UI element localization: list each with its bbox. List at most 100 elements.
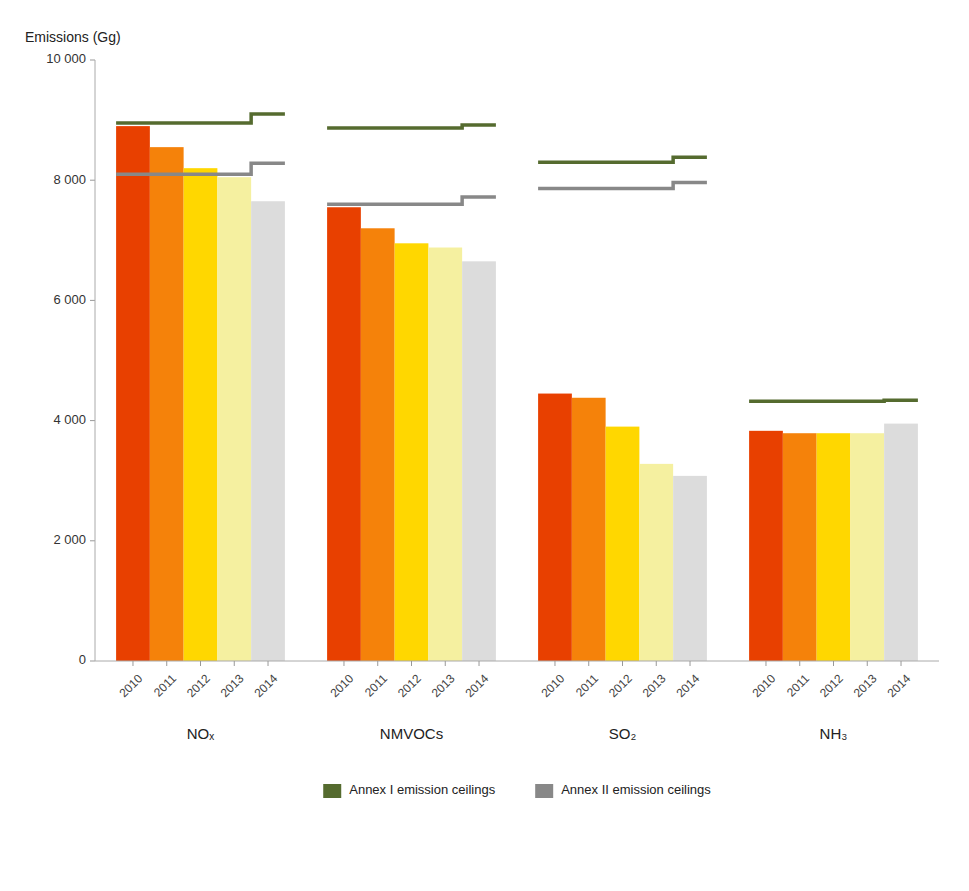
- x-tick-label: 2013: [429, 671, 458, 700]
- x-tick: [690, 661, 691, 666]
- x-tick: [411, 661, 412, 666]
- chart: 0 2 000 4 000 6 000 8 000 10 000 Emissions (Gg…: [0, 0, 969, 891]
- legend-swatch: [535, 784, 553, 798]
- ceiling-line: [116, 163, 285, 174]
- legend-item: Annex I emission ceilings: [323, 782, 495, 798]
- bar: [538, 394, 572, 661]
- ceiling-line: [749, 400, 918, 401]
- y-tick: [90, 300, 95, 301]
- bar: [749, 431, 783, 661]
- x-tick-label: 2010: [117, 671, 146, 700]
- bar: [639, 464, 673, 661]
- x-tick-label: 2014: [674, 671, 703, 700]
- y-axis-label: Emissions (Gg): [25, 29, 121, 45]
- group-label: NH₃: [820, 725, 848, 742]
- y-tick-label: 10 000: [46, 51, 86, 66]
- legend-label: Annex I emission ceilings: [349, 782, 495, 797]
- bar: [150, 147, 184, 661]
- x-tick: [622, 661, 623, 666]
- bar: [327, 207, 361, 661]
- x-tick: [132, 661, 133, 666]
- x-tick-label: 2012: [184, 671, 213, 700]
- bar: [251, 201, 285, 661]
- x-tick-label: 2013: [640, 671, 669, 700]
- legend-swatch: [323, 784, 341, 798]
- x-tick: [234, 661, 235, 666]
- x-tick-label: 2011: [151, 671, 179, 699]
- bar-series: [217, 177, 884, 661]
- x-tick: [656, 661, 657, 666]
- x-tick: [867, 661, 868, 666]
- x-tick-label: 2011: [784, 671, 812, 699]
- x-tick: [588, 661, 589, 666]
- x-tick: [445, 661, 446, 666]
- bar: [217, 177, 251, 661]
- x-tick: [833, 661, 834, 666]
- bar: [783, 433, 817, 661]
- y-tick: [90, 540, 95, 541]
- ceiling-series: [116, 163, 707, 204]
- x-axis-line: [95, 661, 939, 662]
- x-tick: [765, 661, 766, 666]
- x-tick: [377, 661, 378, 666]
- bar: [572, 398, 606, 661]
- y-tick: [90, 180, 95, 181]
- bar: [116, 126, 150, 661]
- x-tick-label: 2010: [328, 671, 357, 700]
- x-tick-label: 2012: [817, 671, 846, 700]
- ceiling-line: [327, 197, 496, 204]
- bar-series: [116, 126, 783, 661]
- y-axis: 0 2 000 4 000 6 000 8 000 10 000: [46, 51, 95, 667]
- legend-label: Annex II emission ceilings: [561, 782, 711, 797]
- bar-series: [184, 168, 851, 661]
- bar: [361, 228, 395, 661]
- y-tick-label: 0: [79, 652, 86, 667]
- y-tick: [90, 420, 95, 421]
- bar: [462, 261, 496, 661]
- x-tick-label: 2010: [539, 671, 568, 700]
- x-tick: [200, 661, 201, 666]
- y-tick-label: 4 000: [53, 412, 86, 427]
- x-axis: 20102011201220132014NOₓ20102011201220132…: [117, 661, 914, 742]
- ceiling-line: [116, 114, 285, 123]
- chart-container: 0 2 000 4 000 6 000 8 000 10 000 Emissions (Gg…: [0, 0, 969, 891]
- x-tick-label: 2014: [885, 671, 914, 700]
- bar: [850, 433, 884, 661]
- x-tick-label: 2014: [252, 671, 281, 700]
- x-tick-label: 2012: [395, 671, 424, 700]
- x-tick: [901, 661, 902, 666]
- bar: [673, 476, 707, 661]
- ceiling-line: [327, 125, 496, 128]
- y-tick: [90, 661, 95, 662]
- group-label: SO₂: [609, 725, 637, 742]
- x-tick-label: 2010: [750, 671, 779, 700]
- x-tick: [343, 661, 344, 666]
- legend: Annex I emission ceilings Annex II emissi…: [323, 782, 711, 798]
- bar: [884, 424, 918, 661]
- y-tick-label: 6 000: [53, 292, 86, 307]
- bar: [606, 427, 640, 661]
- bar: [395, 243, 429, 661]
- x-tick-label: 2012: [606, 671, 635, 700]
- x-tick: [268, 661, 269, 666]
- y-axis-line: [95, 60, 96, 661]
- group-label: NMVOCs: [380, 725, 443, 742]
- y-tick-label: 2 000: [53, 532, 86, 547]
- bar: [817, 433, 851, 661]
- ceiling-line: [538, 183, 707, 189]
- x-tick: [479, 661, 480, 666]
- x-tick: [799, 661, 800, 666]
- group-label: NOₓ: [187, 725, 215, 742]
- legend-item: Annex II emission ceilings: [535, 782, 711, 798]
- y-tick: [90, 60, 95, 61]
- x-tick-label: 2013: [218, 671, 247, 700]
- x-tick-label: 2013: [851, 671, 880, 700]
- x-tick-label: 2014: [463, 671, 492, 700]
- x-tick-label: 2011: [362, 671, 390, 699]
- bar: [428, 248, 462, 661]
- bar: [184, 168, 218, 661]
- bar-series: [251, 201, 918, 661]
- x-tick: [166, 661, 167, 666]
- y-tick-label: 8 000: [53, 172, 86, 187]
- x-tick-label: 2011: [573, 671, 601, 699]
